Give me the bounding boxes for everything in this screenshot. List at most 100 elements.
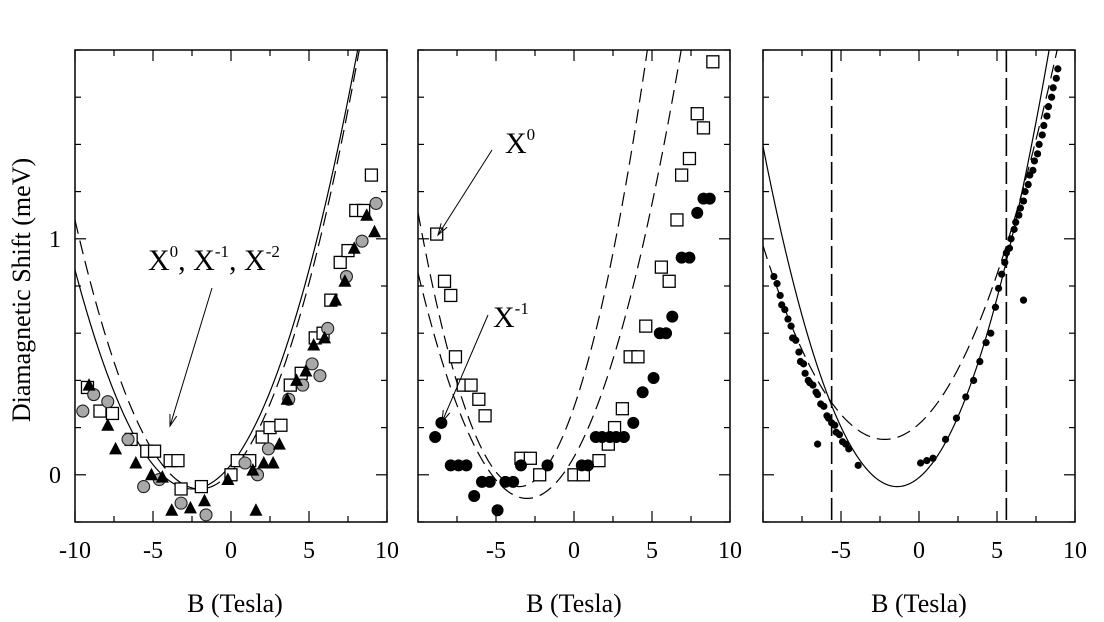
data-point-circle xyxy=(514,459,527,472)
data-point-small-circle xyxy=(792,336,800,344)
data-point-small-circle xyxy=(1029,166,1037,174)
data-point-small-circle xyxy=(1024,180,1032,189)
data-point-circle xyxy=(691,206,704,219)
data-point-circle xyxy=(491,504,504,517)
data-point-small-circle xyxy=(1035,140,1043,148)
x-tick-label: 0 xyxy=(225,538,237,564)
data-point-square xyxy=(333,255,347,270)
x-axis-label: B (Tesla) xyxy=(526,589,622,618)
data-point-square xyxy=(682,151,697,166)
data-point-small-circle xyxy=(1044,103,1053,111)
data-point-gray-circle xyxy=(261,442,275,456)
data-point-small-circle xyxy=(1048,93,1056,101)
data-point-small-circle xyxy=(952,414,961,422)
data-point-small-circle xyxy=(1016,204,1024,212)
x-tick-label: 10 xyxy=(375,538,399,564)
data-point-small-circle xyxy=(998,270,1006,278)
data-point-circle xyxy=(703,192,716,205)
data-point-square xyxy=(263,420,277,435)
data-point-small-circle xyxy=(941,435,950,443)
panel-3: -5 0 5 10 B (Tesla) xyxy=(762,49,1087,618)
data-point-small-circle xyxy=(976,357,984,366)
data-point-triangle xyxy=(318,330,332,344)
data-point-small-circle xyxy=(781,306,789,314)
data-point-small-circle xyxy=(1007,235,1015,243)
data-point-square xyxy=(523,451,537,465)
data-point-square xyxy=(430,227,444,241)
data-point-triangle xyxy=(165,503,179,516)
data-point-square xyxy=(639,319,653,333)
x-tick-label: 0 xyxy=(568,538,580,564)
axis-ticks xyxy=(762,49,1076,523)
data-point-small-circle xyxy=(809,381,817,389)
x-tick-label: -5 xyxy=(831,538,851,564)
fit-curves xyxy=(418,50,682,500)
data-point-small-circle xyxy=(962,393,970,401)
data-point-circle xyxy=(435,416,448,429)
data-point-small-circle xyxy=(1040,121,1048,130)
data-point-triangle xyxy=(246,463,260,476)
data-point-square xyxy=(615,402,630,416)
data-point-square xyxy=(174,482,188,496)
data-point-small-circle xyxy=(1054,65,1062,73)
data-point-triangle xyxy=(329,293,343,306)
data-point-triangle xyxy=(257,456,271,469)
axis-ticks xyxy=(417,49,731,523)
x-tick-label: -5 xyxy=(486,538,506,564)
data-point-square xyxy=(437,274,452,288)
data-point-circle xyxy=(541,459,554,472)
data-point-small-circle xyxy=(773,280,781,288)
data-point-gray-circle xyxy=(101,395,115,409)
x-axis-label: B (Tesla) xyxy=(187,589,283,618)
data-point-triangle xyxy=(338,274,352,287)
data-point-square xyxy=(654,260,669,274)
data-point-gray-circle xyxy=(76,404,90,418)
dashed-fit-curve xyxy=(763,50,1058,441)
data-point-circle xyxy=(683,251,696,264)
data-point-square xyxy=(464,378,478,392)
data-point-small-circle xyxy=(799,360,808,368)
data-point-circle xyxy=(468,490,481,503)
data-point-square xyxy=(670,213,684,227)
data-point-gray-circle xyxy=(369,196,383,210)
data-point-triangle xyxy=(249,503,263,516)
data-point-circle xyxy=(507,475,520,488)
data-point-circle xyxy=(660,327,673,340)
data-point-small-circle xyxy=(814,390,822,399)
data-point-square xyxy=(274,418,288,432)
data-point-small-circle xyxy=(982,339,990,347)
data-point-small-circle xyxy=(929,454,937,462)
data-point-square xyxy=(592,453,606,468)
annotation-x0-x1-x2: X0, X-1, X-2 xyxy=(148,242,280,277)
data-point-small-circle xyxy=(814,440,822,448)
data-point-small-circle xyxy=(787,322,795,330)
data-point-small-circle xyxy=(845,445,853,453)
data-point-gray-circle xyxy=(305,357,319,371)
x-tick-label: 10 xyxy=(718,538,742,564)
data-point-circle xyxy=(647,372,660,385)
data-point-triangle xyxy=(129,456,143,469)
x-tick-label: 5 xyxy=(991,538,1003,564)
data-point-small-circle xyxy=(835,431,844,439)
annotation-arrow-x-1 xyxy=(441,314,489,424)
data-point-small-circle xyxy=(994,284,1003,292)
data-point-small-circle xyxy=(1038,131,1046,139)
data-point-triangle xyxy=(290,373,304,386)
series-1 xyxy=(770,65,1062,469)
data-point-square xyxy=(696,121,711,135)
data-point-square xyxy=(448,350,463,364)
data-point-circle xyxy=(627,416,640,429)
solid-fit-curve xyxy=(763,50,1050,488)
dashed-fit-curve xyxy=(418,50,648,488)
data-point-gray-circle xyxy=(321,321,335,336)
data-point-triangle xyxy=(266,456,280,469)
data-point-small-circle xyxy=(1033,150,1042,158)
plot-frame xyxy=(762,49,1076,523)
data-point-small-circle xyxy=(784,315,792,323)
data-point-small-circle xyxy=(1049,84,1057,92)
data-point-square xyxy=(105,406,120,421)
data-point-small-circle xyxy=(801,369,809,377)
panel-1: -10 -5 0 5 10 0 1 B (Tesla) xyxy=(49,49,399,618)
data-point-square xyxy=(472,392,486,406)
